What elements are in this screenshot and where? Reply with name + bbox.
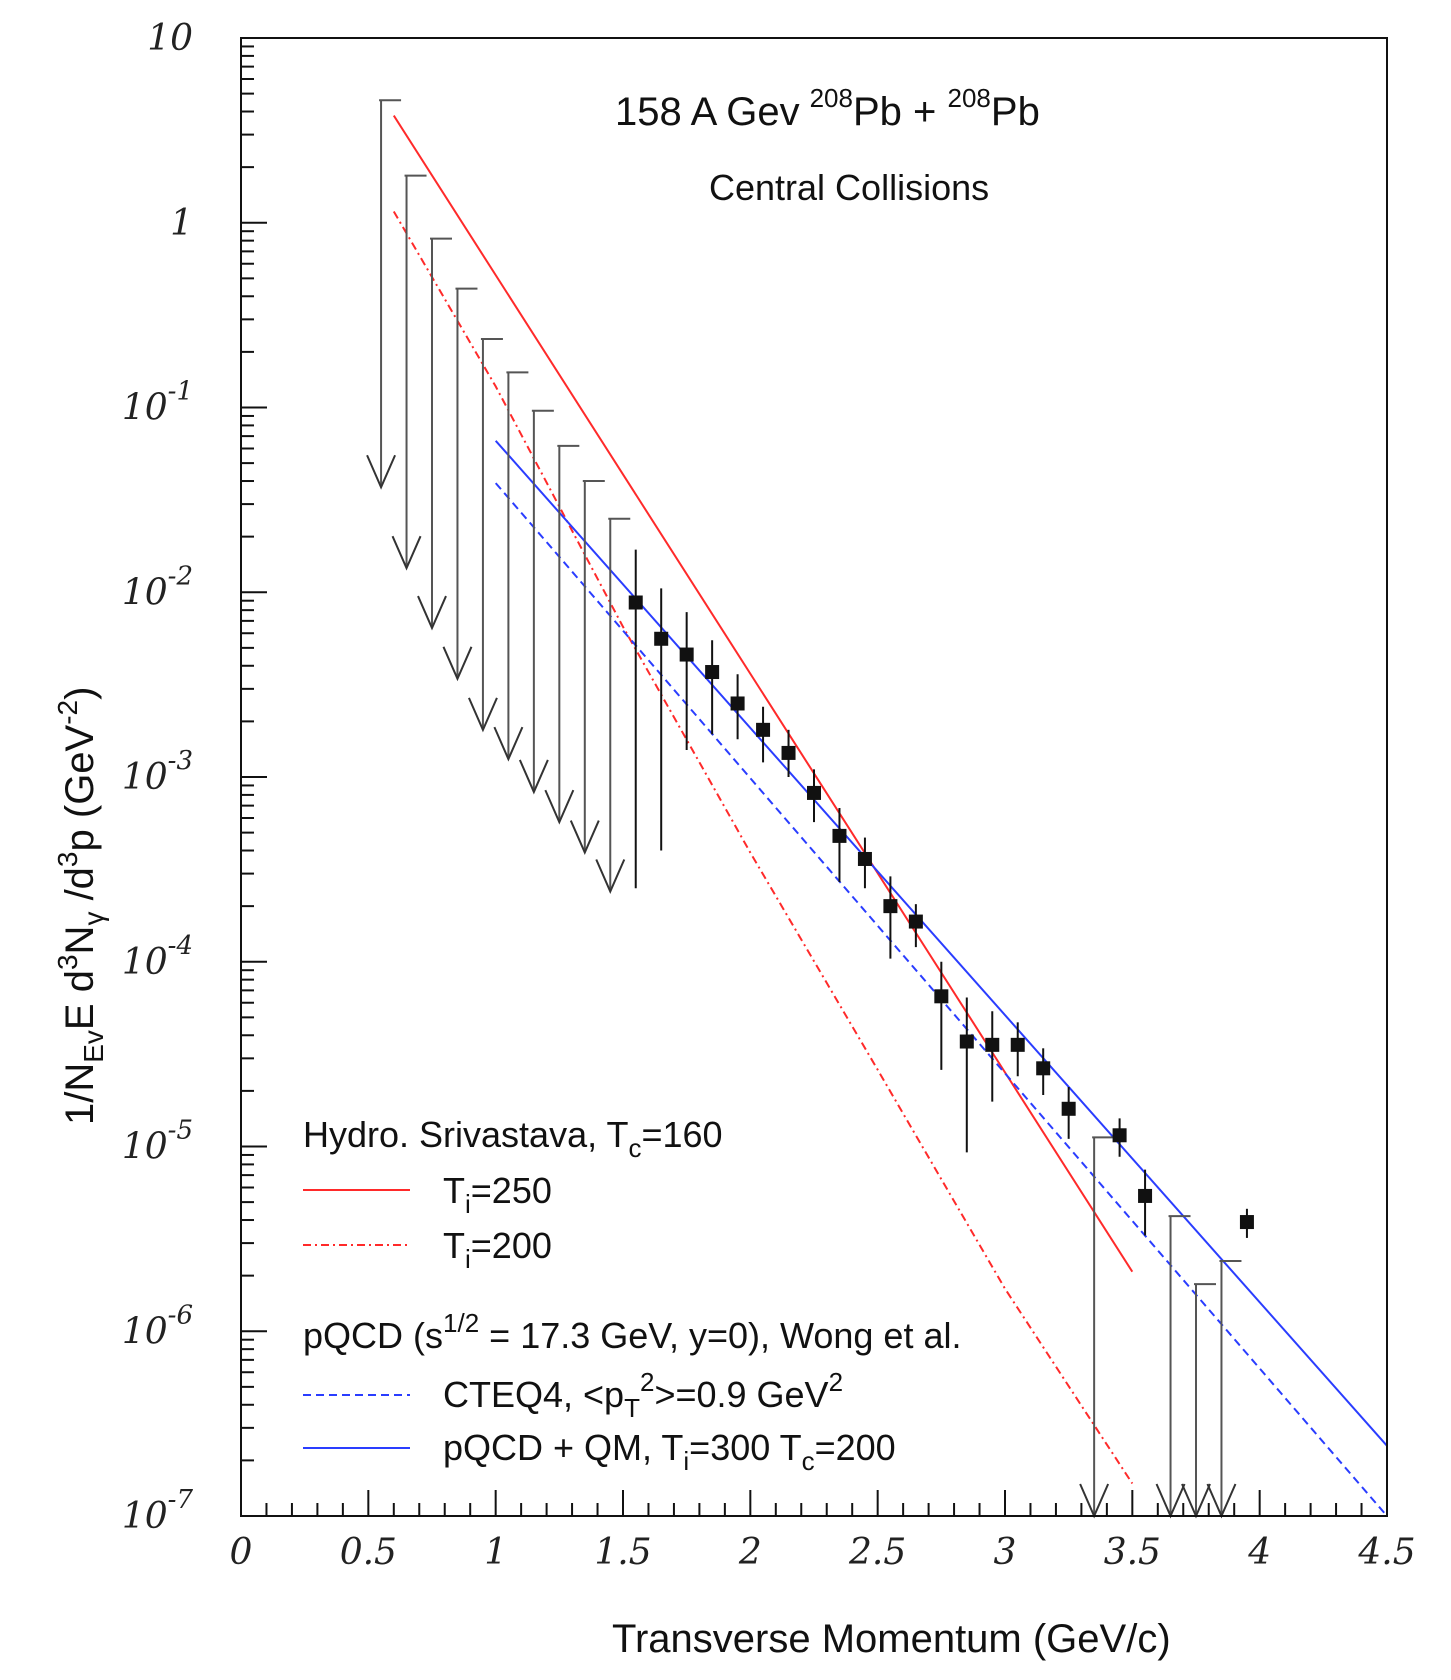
chart-subtitle: Central Collisions [709,167,989,208]
data-marker [756,722,771,737]
data-point-13 [934,961,949,1070]
data-marker [1010,1037,1025,1052]
data-point-2 [654,588,669,851]
y-tick-label: 10-5 [122,1116,193,1168]
data-marker [1138,1188,1153,1203]
data-marker [934,989,949,1004]
data-marker [730,696,745,711]
data-point-8 [807,769,821,823]
y-tick-label: 10-3 [122,746,193,798]
data-point-19 [1112,1118,1127,1157]
data-marker [1036,1061,1051,1076]
upper-limit-arrowhead [366,454,396,490]
series-line-2 [392,210,1134,1485]
x-tick-label: 0.5 [340,1532,397,1573]
data-marker [1112,1128,1127,1143]
upper-limit-3 [417,237,452,631]
data-point-21 [1239,1208,1254,1238]
data-marker [1239,1215,1254,1230]
upper-limit-arrowhead [544,789,575,825]
x-tick-label: 3.5 [1104,1532,1161,1573]
y-tick-label: 10 [147,18,193,59]
x-tick-label: 1 [484,1532,507,1573]
upper-limit-4 [442,287,478,682]
y-tick-label: 10-6 [122,1300,193,1352]
data-point-20 [1138,1169,1153,1236]
data-point-17 [1036,1048,1051,1096]
data-point-18 [1061,1086,1076,1139]
y-axis-label: 1/NEvE d3Nγ /d3p (GeV-2) [52,687,109,1125]
data-point-4 [705,640,720,735]
x-tick-label: 4 [1247,1532,1271,1573]
data-marker [857,851,872,866]
upper-limit-arrows [366,99,1242,1519]
x-tick-label: 1.5 [594,1532,651,1573]
legend: Hydro. Srivastava, Tc=160 Ti=250 Ti=200 … [303,1114,961,1476]
x-tick-label: 2 [738,1532,762,1573]
upper-limit-arrowhead [391,535,422,571]
upper-limit-2 [391,174,427,571]
data-marker [654,631,669,646]
data-marker [883,899,898,914]
upper-limit-arrowhead [417,595,447,631]
upper-limit-8 [544,444,580,825]
data-point-9 [832,807,847,883]
legend-header-hydro: Hydro. Srivastava, Tc=160 [303,1114,723,1163]
legend-header-pqcd: pQCD (s1/2 = 17.3 GeV, y=0), Wong et al. [303,1308,961,1356]
data-point-5 [730,674,745,740]
data-marker [959,1034,974,1049]
x-tick-label: 0 [230,1532,253,1573]
data-point-14 [959,997,974,1153]
upper-limit-6 [493,371,529,762]
data-point-7 [781,729,796,777]
data-point-12 [908,904,923,948]
chart-title: 158 A Gev 208Pb + 208Pb [615,83,1040,134]
upper-limit-arrowhead [442,646,473,682]
upper-limit-arrowhead [493,726,524,762]
x-tick-label: 4.5 [1357,1532,1415,1573]
upper-limit-arrowhead [518,759,549,795]
data-points [628,549,1254,1238]
data-marker [781,745,796,760]
legend-label-ti200: Ti=200 [443,1225,552,1274]
y-tick-label: 10-4 [122,931,193,983]
data-point-10 [857,837,872,889]
data-marker [628,595,643,610]
upper-limit-10 [595,517,631,895]
data-point-1 [628,549,643,889]
upper-limit-arrowhead [468,697,498,733]
data-point-6 [756,706,771,763]
series-line-4 [494,440,1388,1447]
y-tick-label: 10-1 [122,377,193,429]
upper-limit-7 [518,409,554,795]
data-marker [985,1037,1000,1052]
x-tick-label: 2.5 [848,1532,906,1573]
upper-limit-arrowhead [595,859,626,895]
y-tick-label: 10-7 [122,1485,194,1537]
x-tick-label: 3 [994,1532,1017,1573]
data-point-16 [1010,1022,1025,1077]
data-point-3 [679,612,694,751]
data-marker [908,914,923,929]
axes: 0 0.5 1 1.5 2 2.5 3 3.5 4 4.5 10 1 10-1 10-2 10-3 10-4 1… [122,18,1416,1573]
legend-label-cteq4: CTEQ4, <pT2>=0.9 GeV2 [443,1367,843,1423]
upper-limit-5 [468,337,503,733]
data-point-11 [883,876,898,959]
upper-limit-arrowhead [569,820,600,856]
upper-limit-1 [366,99,402,490]
data-point-15 [985,1011,1000,1102]
x-axis-label: Transverse Momentum (GeV/c) [612,1617,1171,1661]
data-marker [679,647,694,662]
data-marker [705,665,720,680]
upper-limit-9 [569,480,605,856]
data-marker [1061,1101,1076,1116]
y-tick-label: 1 [170,203,193,244]
legend-label-pqcd-qm: pQCD + QM, Ti=300 Tc=200 [443,1427,896,1476]
y-tick-label: 10-2 [122,561,193,613]
data-marker [832,828,847,843]
legend-label-ti250: Ti=250 [443,1170,552,1219]
data-marker [807,785,821,800]
